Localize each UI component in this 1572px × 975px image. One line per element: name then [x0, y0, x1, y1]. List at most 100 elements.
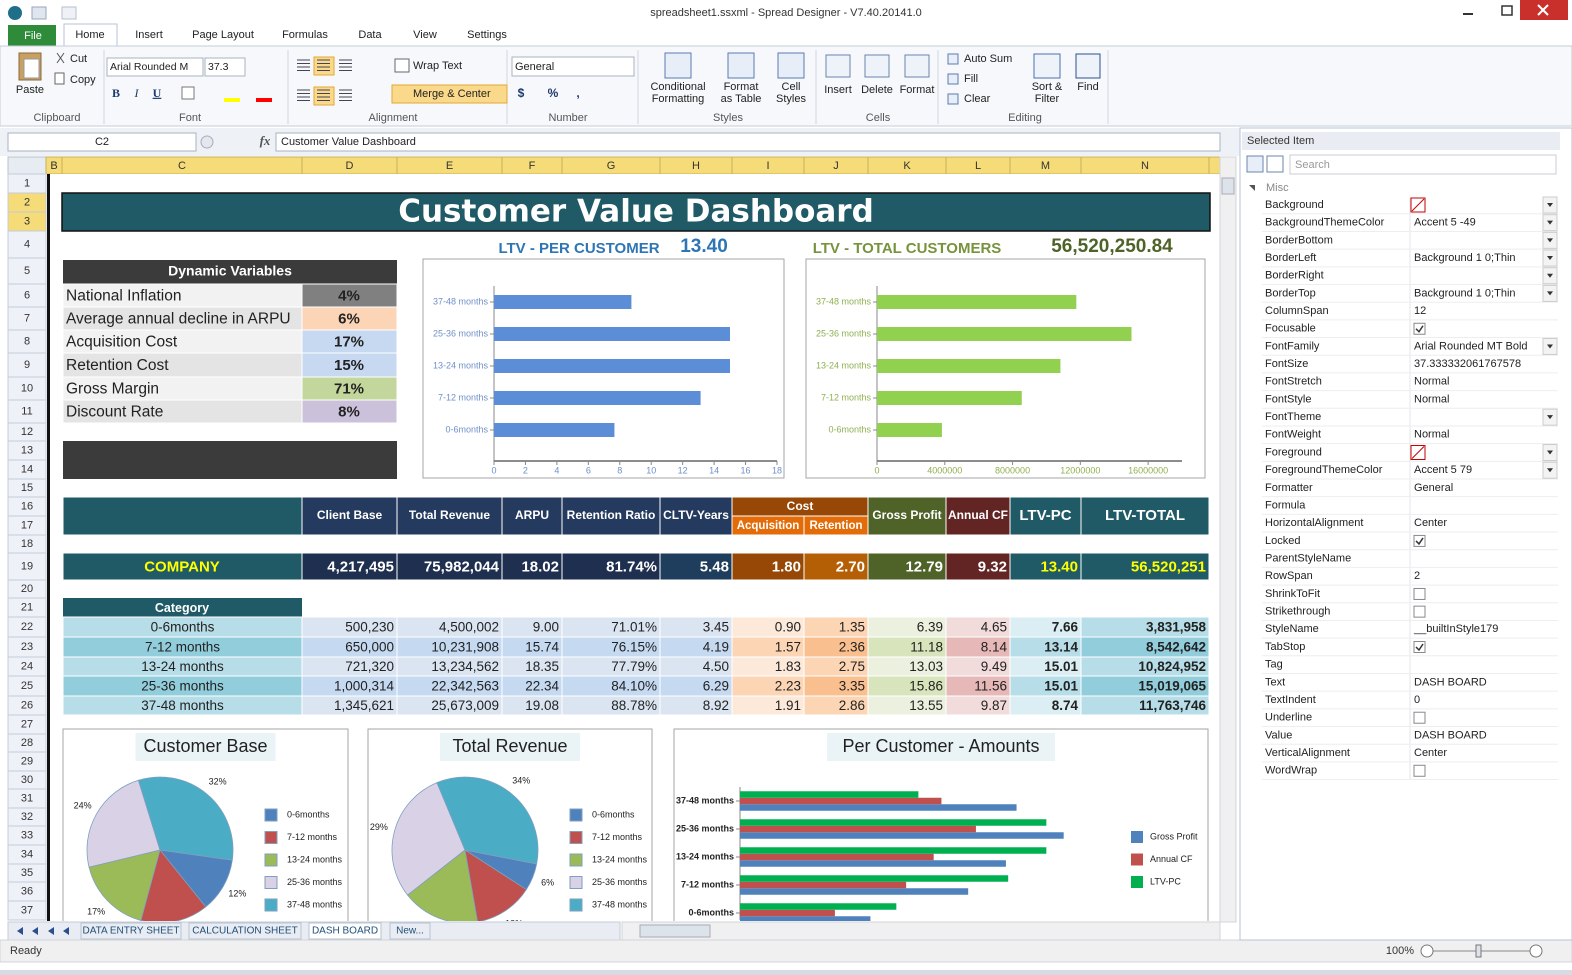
sort-icon[interactable] — [1033, 53, 1061, 79]
font-name[interactable]: Arial Rounded M — [110, 61, 188, 73]
row-header[interactable]: 16 — [21, 500, 33, 512]
scroll-thumb[interactable] — [1221, 177, 1235, 195]
cells-button[interactable]: Format — [900, 84, 935, 96]
sheet-tab-label[interactable]: DATA ENTRY SHEET — [82, 926, 179, 937]
hscroll-thumb[interactable] — [639, 924, 711, 938]
row-header[interactable]: 14 — [21, 463, 33, 475]
row-header[interactable]: 2 — [24, 196, 30, 208]
zoom-out[interactable] — [1420, 944, 1434, 958]
font-style-button[interactable]: U — [153, 86, 162, 100]
search-box[interactable] — [1289, 154, 1557, 175]
formula-cancel[interactable] — [200, 135, 214, 149]
zoom-in[interactable] — [1529, 944, 1543, 958]
column-header[interactable]: M — [1041, 160, 1050, 172]
property-value[interactable]: DASH BOARD — [1414, 729, 1487, 741]
sort-filter-button[interactable]: Filter — [1035, 93, 1060, 105]
editing-icon[interactable] — [947, 93, 959, 105]
property-value[interactable]: Center — [1414, 747, 1447, 759]
row-header[interactable]: 25 — [21, 680, 33, 692]
number-format-box[interactable] — [511, 56, 635, 77]
row-header[interactable]: 9 — [24, 359, 30, 371]
column-header[interactable]: C — [178, 160, 186, 172]
property-value[interactable]: Accent 5 79 — [1414, 464, 1472, 476]
tab-nav-arrow[interactable] — [32, 927, 38, 935]
style-icon[interactable] — [777, 52, 805, 79]
category-toggle[interactable] — [1249, 185, 1255, 191]
row-header[interactable]: 27 — [21, 718, 33, 730]
property-value[interactable]: 2 — [1414, 570, 1420, 582]
styles-button[interactable]: Formatting — [652, 93, 705, 105]
maximize[interactable] — [1501, 5, 1513, 16]
row-header[interactable]: 12 — [21, 426, 33, 438]
property-value[interactable]: Center — [1414, 517, 1447, 529]
panel-tool[interactable] — [1246, 155, 1264, 173]
row-header[interactable]: 4 — [24, 238, 30, 250]
cells-button[interactable]: Insert — [824, 84, 852, 96]
property-checkbox[interactable] — [1413, 534, 1426, 547]
zoom-thumb[interactable] — [1475, 944, 1482, 958]
property-checkbox[interactable] — [1413, 605, 1426, 618]
copy-button[interactable]: Copy — [70, 74, 96, 86]
row-header[interactable]: 21 — [21, 601, 33, 613]
property-value[interactable]: 12 — [1414, 305, 1426, 317]
row-header[interactable]: 22 — [21, 621, 33, 633]
property-value[interactable]: General — [1414, 482, 1453, 494]
ribbon-tab[interactable]: Formulas — [282, 29, 328, 41]
number-symbol[interactable]: $ — [518, 86, 525, 100]
paste-icon[interactable] — [23, 58, 40, 79]
property-value[interactable]: 37.333332061767578 — [1414, 358, 1521, 370]
property-value[interactable]: 0 — [1414, 694, 1420, 706]
column-header[interactable]: D — [346, 160, 354, 172]
ribbon-tab[interactable]: Home — [75, 29, 104, 41]
tab-nav-arrow[interactable] — [63, 927, 69, 935]
column-header[interactable]: I — [766, 160, 769, 172]
ribbon-tab[interactable]: Settings — [467, 29, 507, 41]
property-value[interactable]: __builtInStyle179 — [1413, 623, 1498, 635]
number-format[interactable]: General — [515, 61, 554, 73]
number-symbol[interactable]: , — [576, 86, 579, 100]
row-header[interactable]: 23 — [21, 641, 33, 653]
column-header[interactable]: E — [446, 160, 453, 172]
styles-button[interactable]: Cell — [782, 81, 801, 93]
row-header[interactable]: 13 — [21, 444, 33, 456]
borders-icon[interactable] — [181, 86, 195, 100]
search-placeholder[interactable]: Search — [1295, 159, 1330, 171]
formula-content[interactable]: Customer Value Dashboard — [281, 136, 416, 148]
paste-button[interactable]: Paste — [16, 84, 44, 96]
row-header[interactable]: 30 — [21, 774, 33, 786]
font-size-box[interactable] — [204, 57, 246, 77]
row-header[interactable]: 37 — [21, 904, 33, 916]
sheet-tab[interactable] — [80, 922, 182, 940]
column-header[interactable]: F — [529, 160, 536, 172]
styles-button[interactable]: Format — [724, 81, 759, 93]
editing-button[interactable]: Fill — [964, 73, 978, 85]
row-header[interactable]: 3 — [24, 215, 30, 227]
font-size[interactable]: 37.3 — [208, 61, 229, 73]
property-value[interactable]: Accent 5 -49 — [1414, 217, 1476, 229]
formula-input[interactable] — [275, 132, 1221, 152]
styles-button[interactable]: Conditional — [650, 81, 705, 93]
wrap-text-button[interactable]: Wrap Text — [413, 60, 462, 72]
merge-highlight[interactable] — [391, 84, 508, 104]
property-value[interactable]: Background 1 0;Thin — [1414, 252, 1516, 264]
quick-redo[interactable] — [61, 6, 77, 20]
editing-icon[interactable] — [947, 53, 959, 65]
column-header[interactable]: N — [1141, 160, 1149, 172]
row-header[interactable]: 31 — [21, 792, 33, 804]
property-value[interactable]: Normal — [1414, 376, 1449, 388]
row-header[interactable]: 19 — [21, 560, 33, 572]
property-checkbox[interactable] — [1413, 764, 1426, 777]
row-header[interactable]: 10 — [21, 382, 33, 394]
row-header[interactable]: 35 — [21, 867, 33, 879]
merge-center-button[interactable]: Merge & Center — [413, 88, 491, 100]
property-value[interactable]: Normal — [1414, 429, 1449, 441]
column-header[interactable]: K — [903, 160, 911, 172]
column-header[interactable]: B — [50, 160, 57, 172]
property-value[interactable]: Normal — [1414, 393, 1449, 405]
sheet-tab[interactable] — [389, 922, 431, 940]
tab-nav-arrow[interactable] — [48, 927, 54, 935]
name-box[interactable] — [7, 132, 197, 152]
row-header[interactable]: 32 — [21, 811, 33, 823]
ribbon-tab[interactable]: Data — [358, 29, 382, 41]
file-tab[interactable] — [8, 25, 56, 46]
